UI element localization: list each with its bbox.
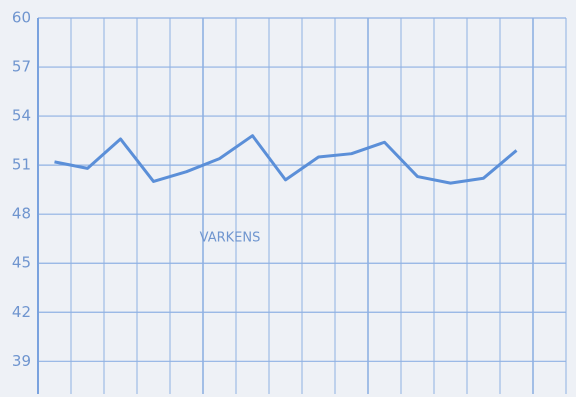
- y-tick-label: 45: [12, 254, 31, 272]
- line: [54, 134, 518, 185]
- y-tick-label: 54: [12, 107, 31, 125]
- y-tick-label: 42: [12, 303, 31, 321]
- y-tick-label: 57: [12, 58, 31, 76]
- y-tick-label: 39: [12, 352, 31, 370]
- y-tick-label: 48: [12, 205, 31, 223]
- y-tick-label: 51: [12, 156, 31, 174]
- annotation: VARKENS: [200, 231, 261, 246]
- y-tick-label: 60: [12, 9, 31, 27]
